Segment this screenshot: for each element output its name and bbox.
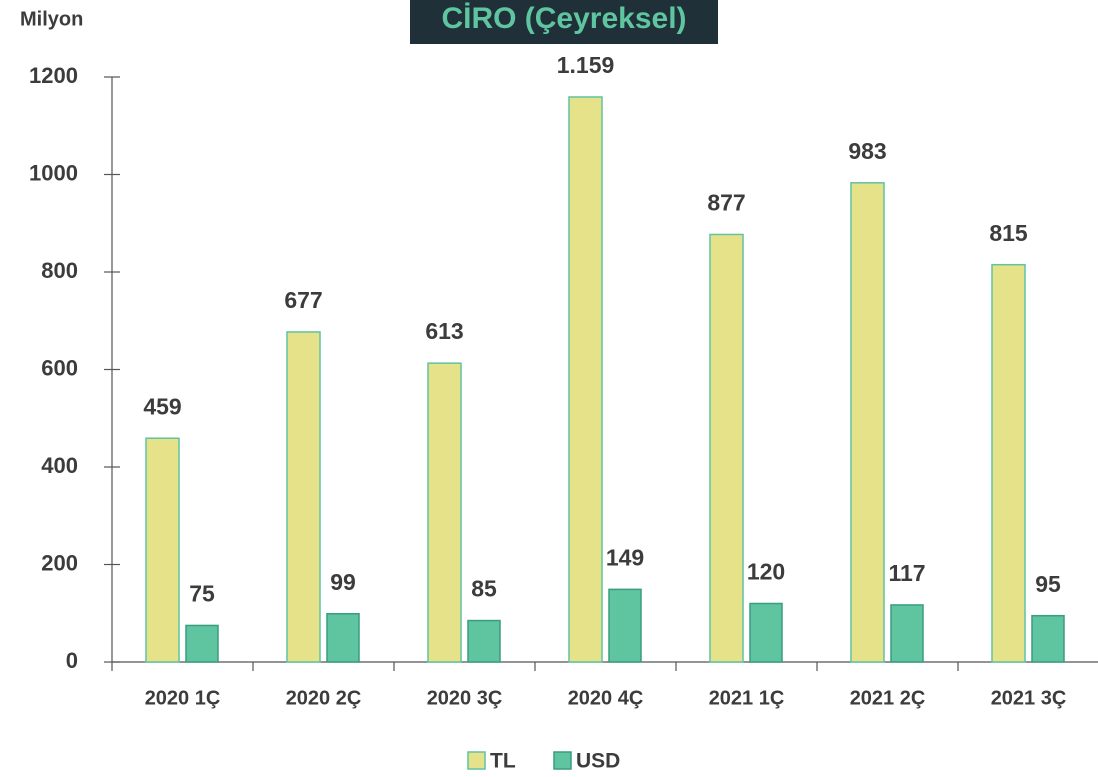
y-tick-label: 200 [41, 550, 78, 575]
data-label: 677 [284, 287, 322, 313]
legend-swatch [467, 751, 486, 770]
data-label: 85 [471, 576, 497, 602]
bar [850, 182, 885, 663]
x-tick-label: 2020 1Ç [145, 687, 221, 709]
legend-label: TL [490, 750, 516, 773]
bar [286, 331, 321, 663]
data-label: 459 [143, 393, 181, 419]
x-tick-label: 2020 3Ç [427, 687, 503, 709]
x-tick-label: 2021 2Ç [850, 687, 926, 709]
data-label: 117 [888, 560, 925, 586]
bar [890, 604, 924, 663]
bar [749, 602, 783, 663]
bar [568, 96, 603, 663]
bar [709, 233, 744, 663]
data-label: 877 [707, 190, 745, 216]
data-label: 1.159 [557, 52, 615, 78]
x-tick-label: 2021 3Ç [991, 687, 1067, 709]
chart-title: CİRO (Çeyreksel) [441, 2, 686, 35]
y-tick-label: 1200 [29, 63, 78, 88]
y-axis-label: Milyon [20, 8, 83, 30]
title-box [410, 0, 718, 44]
y-tick-label: 800 [41, 258, 78, 283]
data-label: 120 [747, 559, 785, 585]
y-tick-label: 400 [41, 453, 78, 478]
data-label: 983 [848, 138, 886, 164]
data-label: 95 [1035, 571, 1061, 597]
y-tick-label: 1000 [29, 160, 78, 185]
x-tick-label: 2021 1Ç [709, 687, 785, 709]
data-label: 99 [330, 569, 356, 595]
data-label: 613 [425, 318, 463, 344]
bar [991, 263, 1026, 663]
bar [326, 612, 360, 663]
data-label: 149 [606, 544, 644, 570]
y-tick-label: 0 [66, 648, 78, 673]
legend-label: USD [576, 750, 620, 773]
legend-swatch [553, 751, 572, 770]
bar [185, 624, 219, 663]
bar [427, 362, 462, 663]
bar [145, 437, 180, 663]
data-label: 815 [989, 220, 1028, 246]
x-tick-label: 2020 2Ç [286, 687, 362, 709]
x-tick-label: 2020 4Ç [568, 687, 644, 709]
data-label: 75 [189, 581, 215, 607]
y-tick-label: 600 [41, 355, 78, 380]
bar [608, 588, 642, 663]
bar [467, 619, 501, 663]
bar [1031, 614, 1065, 663]
